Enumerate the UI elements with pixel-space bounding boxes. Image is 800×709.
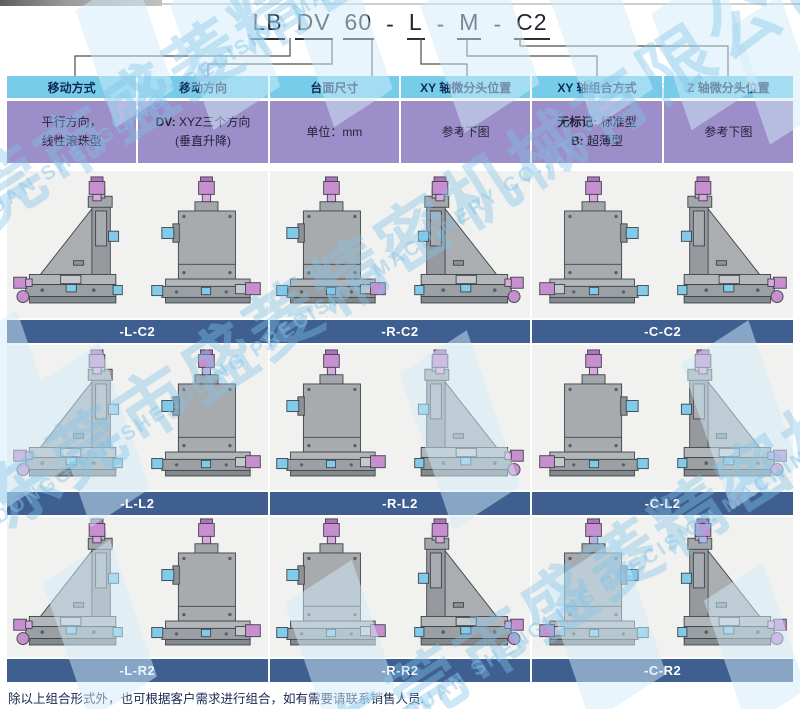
- product-cell-r-c2: [269, 171, 531, 318]
- model-code-connector-lines: [74, 38, 729, 77]
- spec-cell-line: 无标记: 标准型: [557, 113, 636, 132]
- stage-front-view-image: [538, 175, 649, 303]
- spec-cell-line: 参考下图: [441, 124, 490, 139]
- spec-cell-code: B:: [570, 134, 584, 148]
- spec-cell-line: B: 超薄型: [571, 132, 623, 151]
- product-cell-c-l2: [532, 345, 793, 490]
- stage-front-view-image: [276, 348, 386, 476]
- spec-cell-line: 平行方向，: [41, 115, 102, 130]
- variant-label: -C-L2: [532, 492, 793, 515]
- product-grid: -L-C2 -R-C2 -C-C2 -L-L2 -R-L2 -C-L2 -L-R…: [7, 171, 793, 682]
- stage-front-view-image: [151, 348, 262, 476]
- stage-side-view-image: [676, 518, 787, 646]
- spec-table-value-row: 平行方向， 线性滚珠型 DV: XYZ三个方向 (垂直升降) 单位：mm 参考下…: [7, 101, 793, 163]
- spec-cell-line: DV: XYZ三个方向: [156, 113, 251, 132]
- variant-label: -L-L2: [7, 492, 268, 515]
- spec-cell-xy-combination: 无标记: 标准型 B: 超薄型: [532, 101, 662, 163]
- spec-table-header-row: 移动方式 移动方向 台面尺寸 XY 轴微分头位置 XY 轴组合方式 Z 轴微分头…: [7, 76, 793, 98]
- product-cell-c-c2: [532, 171, 793, 318]
- spec-header-cell: 移动方式: [7, 76, 137, 98]
- product-cell-l-l2: [7, 345, 268, 490]
- product-cell-r-r2: [269, 517, 531, 657]
- spec-header-cell: 移动方向: [138, 76, 268, 98]
- spec-cell-table-size: 单位：mm: [269, 101, 399, 163]
- spec-cell-text: XYZ三个方向: [175, 115, 251, 130]
- stage-side-view-image: [13, 518, 124, 646]
- spec-cell-code: 无标记:: [557, 115, 598, 130]
- stage-front-view-image: [151, 518, 262, 646]
- spec-cell-move-type: 平行方向， 线性滚珠型: [7, 101, 137, 163]
- stage-side-view-image: [414, 175, 524, 303]
- spec-header-cell: XY 轴微分头位置: [400, 76, 531, 98]
- spec-cell-line: 参考下图: [704, 124, 753, 139]
- spec-cell-line: 单位：mm: [306, 124, 363, 139]
- product-cell-l-r2: [7, 517, 268, 657]
- spec-header-cell: XY 轴组合方式: [532, 76, 662, 98]
- spec-cell-xy-micrometer-position: 参考下图: [400, 101, 531, 163]
- stage-front-view-image: [538, 348, 649, 476]
- stage-front-view-image: [276, 175, 386, 303]
- stage-side-view-image: [676, 175, 787, 303]
- stage-front-view-image: [538, 518, 649, 646]
- variant-label: -R-R2: [269, 659, 531, 682]
- spec-table: 移动方式 移动方向 台面尺寸 XY 轴微分头位置 XY 轴组合方式 Z 轴微分头…: [7, 76, 793, 163]
- spec-cell-code: DV:: [155, 115, 176, 130]
- spec-header-cell: Z 轴微分头位置: [663, 76, 793, 98]
- stage-side-view-image: [676, 348, 787, 476]
- stage-front-view-image: [276, 518, 386, 646]
- product-cell-r-l2: [269, 345, 531, 490]
- variant-label: -L-R2: [7, 659, 268, 682]
- variant-label: -C-R2: [532, 659, 793, 682]
- stage-side-view-image: [13, 348, 124, 476]
- spec-cell-move-direction: DV: XYZ三个方向 (垂直升降): [138, 101, 268, 163]
- spec-cell-line: (垂直升降): [174, 134, 231, 148]
- variant-label: -L-C2: [7, 320, 268, 343]
- variant-label: -C-C2: [532, 320, 793, 343]
- product-cell-c-r2: [532, 517, 793, 657]
- variant-label: -R-L2: [269, 492, 531, 515]
- stage-side-view-image: [414, 518, 524, 646]
- stage-side-view-image: [414, 348, 524, 476]
- spec-cell-line: 线性滚珠型: [41, 134, 102, 148]
- variant-label: -R-C2: [269, 320, 531, 343]
- product-cell-l-c2: [7, 171, 268, 318]
- stage-front-view-image: [151, 175, 262, 303]
- spec-header-cell: 台面尺寸: [269, 76, 399, 98]
- spec-cell-text: 标准型: [597, 115, 637, 130]
- top-divider-line: [0, 3, 800, 5]
- stage-side-view-image: [13, 175, 124, 303]
- footer-note: 除以上组合形式外，也可根据客户需求进行组合，如有需要请联系销售人员.: [8, 692, 424, 706]
- model-code-segment: L: [406, 9, 425, 40]
- spec-cell-z-micrometer-position: 参考下图: [663, 101, 793, 163]
- spec-cell-text: 超薄型: [583, 134, 623, 148]
